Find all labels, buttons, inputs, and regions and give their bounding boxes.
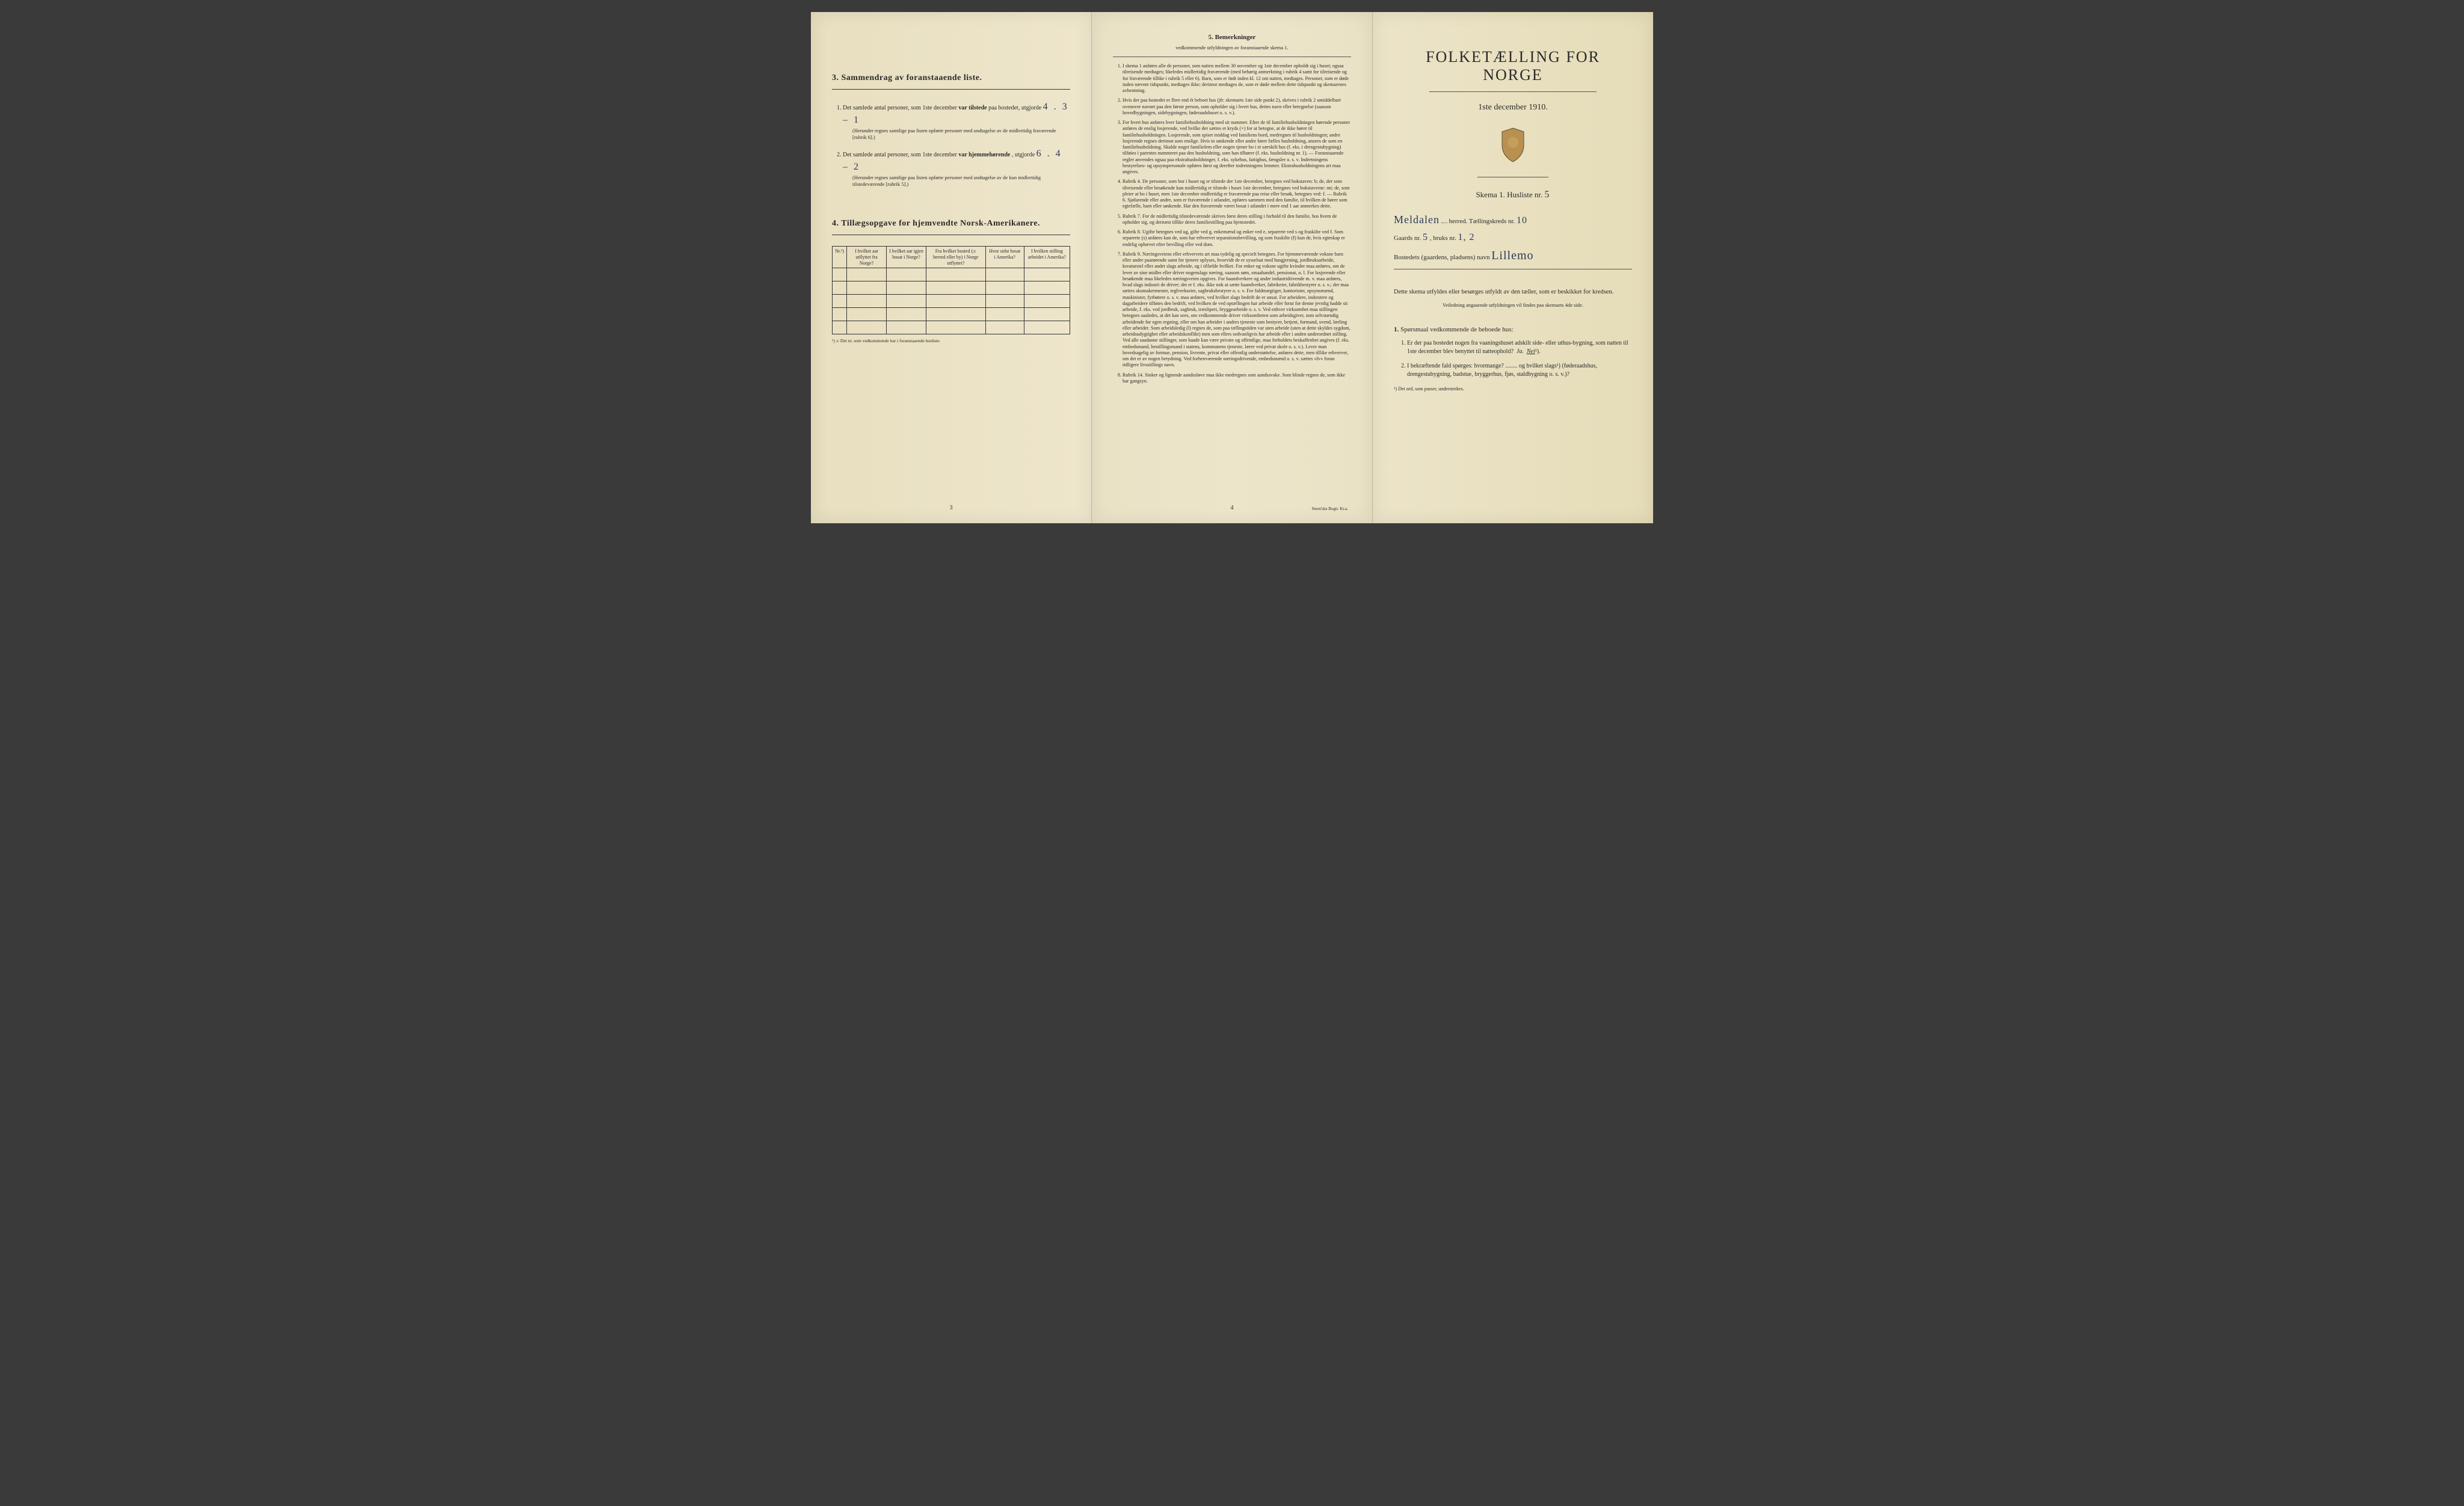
- page-1-cover: FOLKETÆLLING FOR NORGE 1ste december 191…: [1373, 12, 1653, 523]
- page-3: 3. Sammendrag av foranstaaende liste. De…: [811, 12, 1092, 523]
- q1-sup: ¹).: [1535, 348, 1541, 355]
- main-title: FOLKETÆLLING FOR NORGE: [1394, 48, 1632, 84]
- page-number: 3: [950, 505, 953, 511]
- list-item: Rubrik 4. De personer, som bor i huset o…: [1123, 179, 1351, 209]
- instruction-sub: Veiledning angaaende utfyldningen vil fi…: [1394, 302, 1632, 308]
- q-heading-text: Spørsmaal vedkommende de beboede hus:: [1400, 326, 1514, 333]
- section-4-heading: 4. Tillægsopgave for hjemvendte Norsk-Am…: [832, 219, 1070, 229]
- bruks-value: 1, 2: [1458, 232, 1474, 242]
- footnote: ¹) Det ord, som passer, understrekes.: [1394, 386, 1632, 392]
- table-header-row: Nr.¹) I hvilket aar utflyttet fra Norge?…: [833, 247, 1070, 268]
- printer-credit: Steen'ske Bogtr. Kr.a.: [1311, 506, 1348, 511]
- section-3-list: Det samlede antal personer, som 1ste dec…: [832, 100, 1070, 188]
- bruks-label: , bruks nr.: [1430, 235, 1456, 242]
- section-3-num: 3.: [832, 73, 839, 82]
- kreds-value: 10: [1517, 215, 1527, 226]
- gaards-row: Gaards nr. 5 , bruks nr. 1, 2: [1394, 232, 1632, 243]
- table-row: [833, 268, 1070, 281]
- question-1: Er der paa bostedet nogen fra vaaningshu…: [1407, 339, 1632, 356]
- note: (Herunder regnes samtlige paa listen opf…: [843, 174, 1070, 188]
- bosted-label: Bostedets (gaardens, pladsens) navn: [1394, 254, 1489, 261]
- subtitle: 1ste december 1910.: [1394, 103, 1632, 112]
- q1-nei: Nei: [1527, 348, 1535, 355]
- th: I hvilket aar utflyttet fra Norge?: [847, 247, 887, 268]
- th: I hvilken stilling arbeidet i Amerika?: [1024, 247, 1070, 268]
- herred-value: Meldalen: [1394, 214, 1440, 226]
- questions-block: 1. Spørsmaal vedkommende de beboede hus:…: [1394, 326, 1632, 392]
- table-row: [833, 281, 1070, 295]
- list-item: Rubrik 9. Næringsveiens eller erhvervets…: [1123, 251, 1351, 369]
- skema-label: Skema 1. Husliste nr.: [1476, 190, 1542, 199]
- section-5-title: Bemerkninger: [1215, 34, 1256, 41]
- list-item: For hvert hus anføres hver familiehushol…: [1123, 120, 1351, 175]
- herred-row: Meldalen herred. Tællingskreds nr. 10: [1394, 214, 1632, 226]
- coat-of-arms-icon: [1394, 127, 1632, 165]
- text-bold: var tilstede: [958, 105, 987, 111]
- rule: [1429, 91, 1596, 92]
- table-row: [833, 295, 1070, 308]
- table-row: [833, 321, 1070, 334]
- herred-label: herred. Tællingskreds nr.: [1449, 218, 1515, 225]
- th: Nr.¹): [833, 247, 847, 268]
- text: Det samlede antal personer, som 1ste dec…: [843, 105, 957, 111]
- text: , utgjorde: [1012, 152, 1035, 158]
- question-2: I bekræftende fald spørges: hvormange? .…: [1407, 362, 1632, 379]
- page-4: 5. Bemerkninger vedkommende utfyldningen…: [1092, 12, 1373, 523]
- section-4-title: Tillægsopgave for hjemvendte Norsk-Ameri…: [841, 219, 1040, 228]
- section-3-title: Sammendrag av foranstaaende liste.: [842, 73, 982, 82]
- list-item: I skema 1 anføres alle de personer, som …: [1123, 63, 1351, 94]
- instruction-block: Dette skema utfyldes eller besørges utfy…: [1394, 287, 1632, 308]
- table-row: [833, 308, 1070, 321]
- note: (Herunder regnes samtlige paa listen opf…: [843, 128, 1070, 141]
- item-2: Det samlede antal personer, som 1ste dec…: [843, 147, 1070, 188]
- th: I hvilket aar igjen bosat i Norge?: [887, 247, 926, 268]
- gaards-value: 5: [1423, 232, 1428, 242]
- document-spread: 3. Sammendrag av foranstaaende liste. De…: [811, 12, 1653, 523]
- section-5-num: 5.: [1209, 34, 1213, 41]
- item-1: Det samlede antal personer, som 1ste dec…: [843, 100, 1070, 141]
- list-item: Rubrik 8. Ugifte betegnes ved ug, gifte …: [1123, 229, 1351, 248]
- th: Fra hvilket bosted (ɔ: herred eller by) …: [926, 247, 986, 268]
- skema-value: 5: [1545, 189, 1550, 200]
- text-bold: var hjemmehørende: [958, 152, 1010, 158]
- bosted-value: Lillemo: [1491, 249, 1533, 262]
- section-5-heading: 5. Bemerkninger: [1113, 34, 1351, 41]
- section-4-table: Nr.¹) I hvilket aar utflyttet fra Norge?…: [832, 246, 1070, 334]
- gaards-label: Gaards nr.: [1394, 235, 1421, 242]
- list-item: Hvis der paa bostedet er flere end ét be…: [1123, 97, 1351, 116]
- th: Hvor sidst bosat i Amerika?: [985, 247, 1024, 268]
- list-item: Rubrik 7. For de midlertidig tilstedevær…: [1123, 214, 1351, 226]
- page-number: 4: [1231, 505, 1234, 511]
- bosted-row: Bostedets (gaardens, pladsens) navn Lill…: [1394, 249, 1632, 263]
- rule: [832, 89, 1070, 90]
- table-footnote: ¹) ɔ: Det nr. som vedkommende har i fora…: [832, 338, 1070, 343]
- section-5-subtitle: vedkommende utfyldningen av foranstaaend…: [1113, 45, 1351, 51]
- section-3-heading: 3. Sammendrag av foranstaaende liste.: [832, 73, 1070, 83]
- section-5-list: I skema 1 anføres alle de personer, som …: [1113, 63, 1351, 384]
- skema-line: Skema 1. Husliste nr. 5: [1394, 189, 1632, 200]
- q1-ja: Ja.: [1517, 348, 1524, 355]
- q-heading: 1. Spørsmaal vedkommende de beboede hus:: [1394, 326, 1632, 333]
- instruction-text: Dette skema utfyldes eller besørges utfy…: [1394, 287, 1632, 297]
- text: paa bostedet, utgjorde: [988, 105, 1041, 111]
- question-list: Er der paa bostedet nogen fra vaaningshu…: [1394, 339, 1632, 379]
- text: Det samlede antal personer, som 1ste dec…: [843, 152, 957, 158]
- q-heading-num: 1.: [1394, 326, 1399, 333]
- list-item: Rubrik 14. Sinker og lignende aandssløve…: [1123, 372, 1351, 385]
- section-4-num: 4.: [832, 219, 839, 228]
